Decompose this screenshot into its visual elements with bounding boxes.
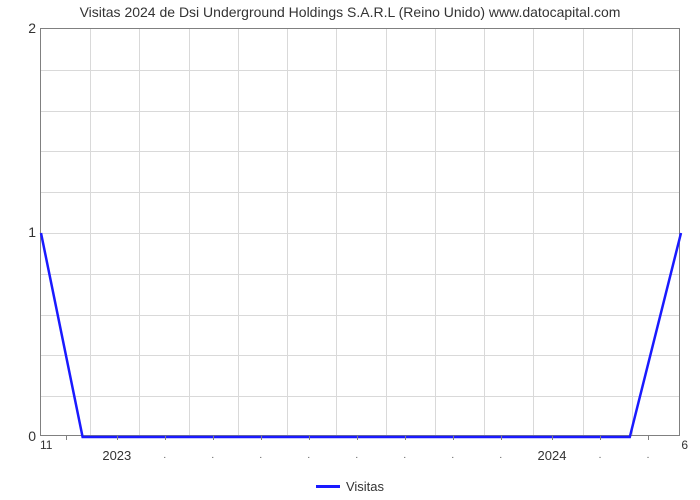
legend: Visitas bbox=[0, 475, 700, 494]
y-tick-label: 1 bbox=[6, 224, 36, 240]
x-minor-dot: . bbox=[403, 450, 406, 461]
legend-label: Visitas bbox=[346, 479, 384, 494]
y-tick-label: 2 bbox=[6, 20, 36, 36]
x-minor-dot: . bbox=[647, 450, 650, 461]
x-minor-dot: . bbox=[451, 450, 454, 461]
x-minor-tick bbox=[552, 436, 553, 440]
x-minor-tick bbox=[66, 436, 67, 440]
x-minor-dot: . bbox=[307, 450, 310, 461]
x-minor-tick bbox=[648, 436, 649, 440]
x-minor-dot: . bbox=[499, 450, 502, 461]
legend-swatch bbox=[316, 485, 340, 488]
x-minor-tick bbox=[357, 436, 358, 440]
x-minor-tick bbox=[405, 436, 406, 440]
x-minor-tick bbox=[501, 436, 502, 440]
x-corner-left: 11 bbox=[40, 438, 52, 452]
x-minor-dot: . bbox=[211, 450, 214, 461]
x-minor-tick bbox=[261, 436, 262, 440]
x-major-label: 2024 bbox=[538, 448, 567, 463]
x-minor-tick bbox=[165, 436, 166, 440]
x-minor-dot: . bbox=[259, 450, 262, 461]
x-major-label: 2023 bbox=[102, 448, 131, 463]
x-minor-tick bbox=[117, 436, 118, 440]
x-minor-tick bbox=[600, 436, 601, 440]
x-minor-dot: . bbox=[355, 450, 358, 461]
visits-chart: Visitas 2024 de Dsi Underground Holdings… bbox=[0, 0, 700, 500]
x-minor-tick bbox=[453, 436, 454, 440]
y-tick-label: 0 bbox=[6, 428, 36, 444]
x-minor-dot: . bbox=[163, 450, 166, 461]
x-minor-tick bbox=[213, 436, 214, 440]
chart-title: Visitas 2024 de Dsi Underground Holdings… bbox=[0, 4, 700, 20]
x-corner-right: 6 bbox=[681, 438, 688, 452]
x-minor-tick bbox=[309, 436, 310, 440]
series-line bbox=[41, 29, 679, 435]
plot-area bbox=[40, 28, 680, 436]
x-minor-dot: . bbox=[599, 450, 602, 461]
